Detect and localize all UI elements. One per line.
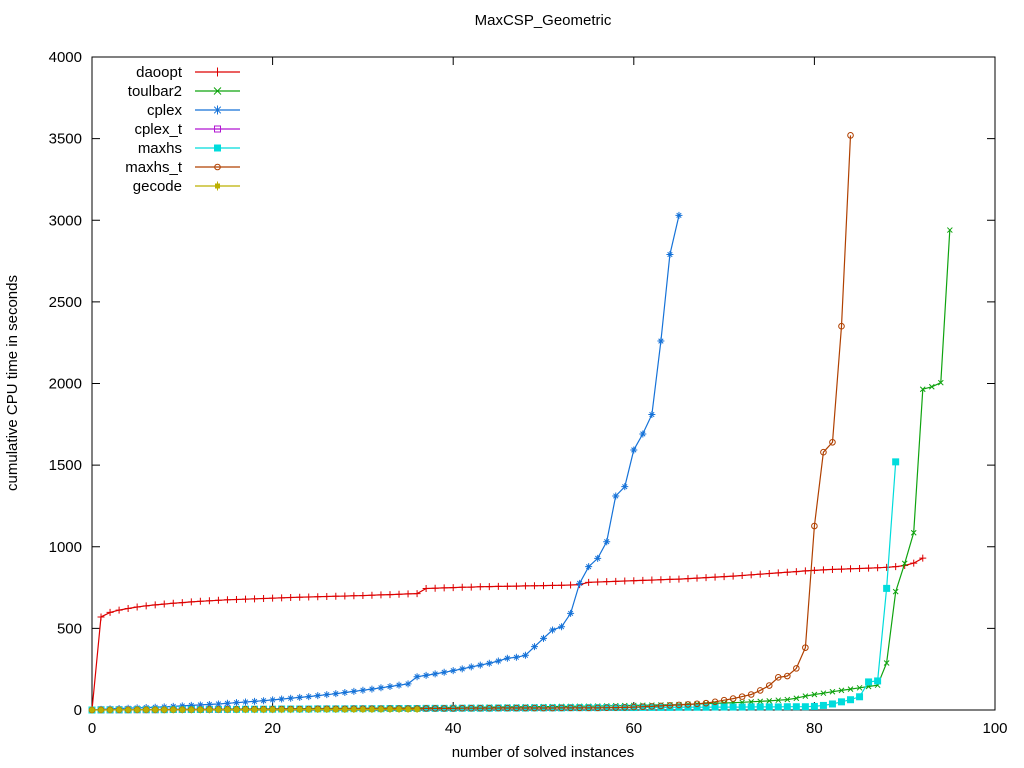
series-daoopt — [88, 554, 927, 714]
y-tick-label: 2500 — [49, 294, 82, 311]
plot-border — [91, 56, 996, 711]
series-line — [91, 557, 924, 711]
legend-label: gecode — [133, 178, 182, 195]
y-tick-label: 500 — [57, 620, 82, 637]
legend-item-cplex: cplex — [147, 102, 240, 119]
x-tick-label: 60 — [625, 720, 642, 737]
x-tick-label: 100 — [982, 720, 1007, 737]
legend-label: daoopt — [136, 64, 183, 81]
series-cplex — [88, 211, 683, 714]
y-tick-label: 2000 — [49, 376, 82, 393]
y-axis-label: cumulative CPU time in seconds — [4, 275, 21, 491]
x-axis-label: number of solved instances — [452, 744, 635, 761]
legend-label: maxhs_t — [125, 159, 183, 176]
series-line — [91, 215, 680, 711]
x-tick-label: 40 — [445, 720, 462, 737]
legend-item-maxhs: maxhs — [138, 140, 240, 157]
series-maxhs_t — [88, 132, 854, 714]
legend-item-gecode: gecode — [133, 178, 240, 195]
legend-label: cplex_t — [134, 121, 182, 138]
x-tick-label: 20 — [264, 720, 281, 737]
y-tick-label: 4000 — [49, 49, 82, 66]
y-tick-label: 0 — [74, 702, 82, 719]
y-tick-label: 3000 — [49, 212, 82, 229]
x-tick-label: 0 — [88, 720, 96, 737]
y-tick-label: 1500 — [49, 457, 82, 474]
y-tick-label: 3500 — [49, 131, 82, 148]
x-tick-label: 80 — [806, 720, 823, 737]
legend-label: maxhs — [138, 140, 182, 157]
legend-item-cplex_t: cplex_t — [134, 121, 240, 138]
series-toulbar2 — [89, 227, 953, 713]
plot-area: 0 20 40 60 80 1000500100015002000250030003500… — [49, 49, 1008, 737]
chart-title: MaxCSP_Geometric — [475, 12, 612, 29]
series-gecode — [88, 705, 421, 714]
legend-item-maxhs_t: maxhs_t — [125, 159, 240, 176]
series-line — [91, 135, 852, 711]
legend-item-toulbar2: toulbar2 — [128, 83, 240, 100]
legend-label: cplex — [147, 102, 183, 119]
y-tick-label: 1000 — [49, 539, 82, 556]
legend-label: toulbar2 — [128, 83, 182, 100]
legend-item-daoopt: daoopt — [136, 64, 240, 81]
